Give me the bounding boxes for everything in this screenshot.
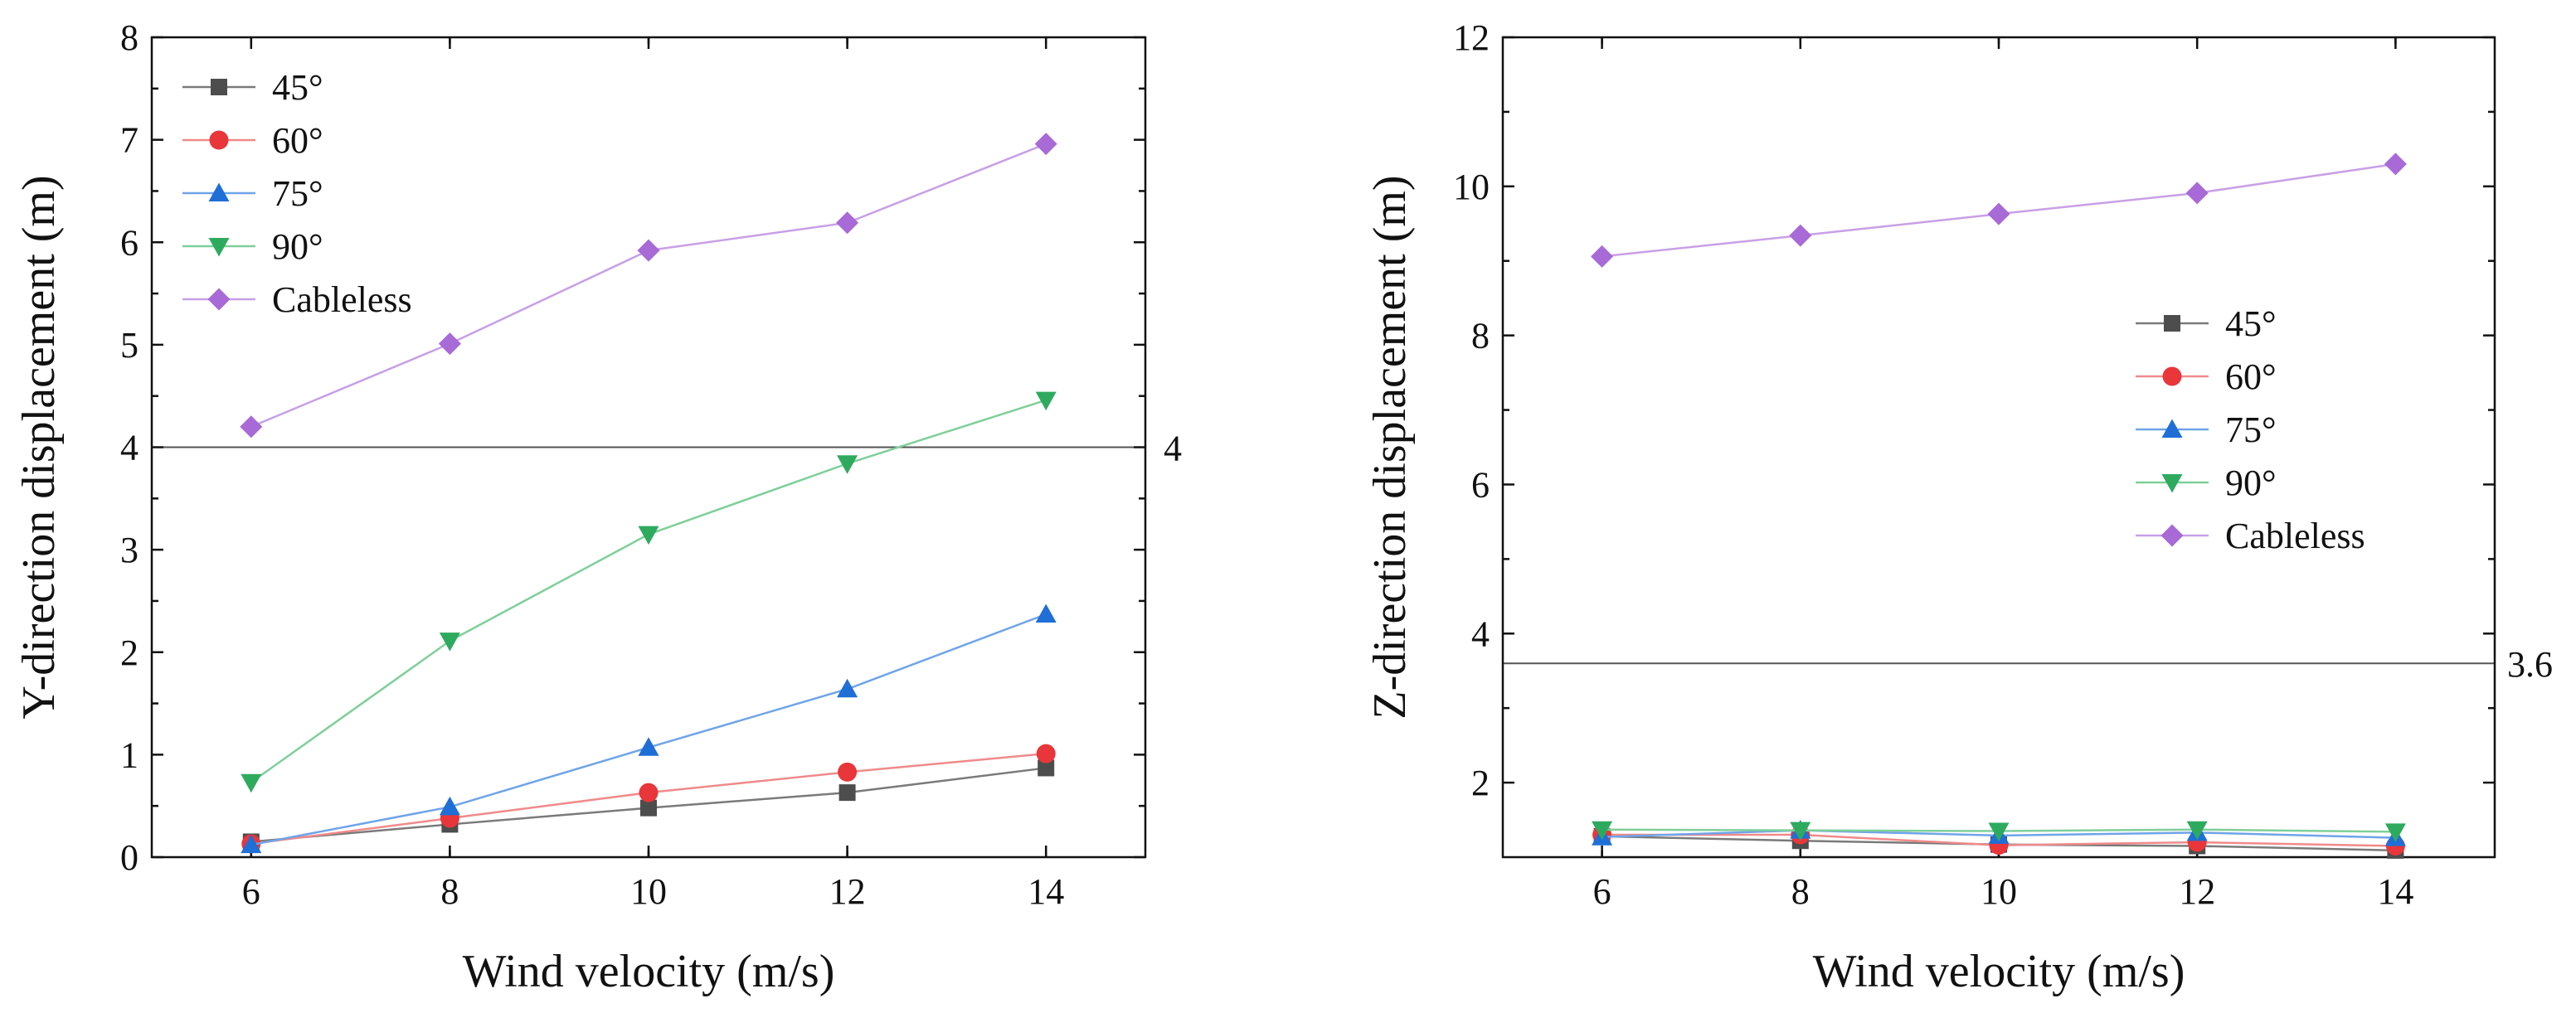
legend: 45° 60° 75° 90° Cableless (182, 67, 412, 320)
legend-label-cableless: Cableless (272, 279, 412, 320)
y-tick-label: 3 (120, 530, 139, 570)
data-point-60 (639, 783, 659, 802)
data-point-cableless (1789, 224, 1812, 247)
legend-label-45: 45° (272, 67, 323, 108)
data-point-cableless (240, 415, 263, 439)
x-axis-label: Wind velocity (m/s) (463, 946, 835, 997)
chart-right: 3.6 6 8 10 12 14 2 4 6 8 10 12 Wind velocity (m/s) Z-… (1364, 17, 2553, 997)
data-point-90 (2186, 821, 2208, 841)
data-point-60 (1036, 744, 1056, 763)
legend-marker-90 (2161, 474, 2183, 493)
data-point-90 (1988, 822, 2010, 842)
data-point-cableless (2384, 153, 2407, 176)
y-tick-label: 12 (1453, 17, 1490, 58)
legend-marker-75 (2161, 419, 2183, 438)
data-point-75 (638, 737, 659, 756)
data-point-75 (1035, 603, 1057, 623)
legend-label-75: 75° (2225, 410, 2277, 450)
reference-line-label: 3.6 (2507, 644, 2553, 685)
legend-marker-90 (208, 238, 230, 257)
y-tick-label: 6 (1471, 464, 1490, 505)
data-point-90 (241, 773, 262, 793)
data-point-90 (837, 455, 858, 474)
x-tick-label: 12 (2179, 871, 2215, 912)
legend-marker-cableless (207, 288, 231, 311)
data-point-90 (439, 633, 460, 652)
y-tick-label: 7 (120, 120, 139, 161)
data-point-45 (838, 784, 856, 802)
y-tick-label: 1 (120, 734, 139, 775)
data-point-cableless (438, 332, 461, 356)
legend-label-90: 90° (2225, 463, 2277, 503)
data-point-75 (439, 796, 460, 816)
y-tick-label: 6 (120, 222, 139, 263)
y-tick-label: 10 (1453, 167, 1490, 207)
data-point-75 (837, 678, 858, 698)
series-line-90 (250, 399, 1047, 783)
x-tick-label: 10 (1981, 871, 2017, 912)
y-tick-label: 4 (120, 428, 139, 468)
data-point-cableless (836, 211, 859, 235)
y-tick-label: 5 (120, 325, 139, 366)
legend: 45° 60° 75° 90° Cableless (2136, 303, 2365, 556)
legend-label-60: 60° (272, 120, 323, 161)
y-tick-label: 0 (120, 837, 139, 878)
x-axis-label: Wind velocity (m/s) (1813, 946, 2185, 997)
data-point-90 (1790, 822, 1811, 841)
y-axis-label: Y-direction displacement (m) (13, 175, 65, 719)
y-axis-label: Z-direction displacement (m) (1364, 175, 1416, 719)
data-point-90 (2384, 823, 2406, 842)
x-tick-label: 14 (1028, 871, 1064, 912)
x-tick-label: 14 (2377, 871, 2413, 912)
data-point-cableless (1591, 245, 1614, 268)
data-point-90 (1035, 391, 1057, 411)
legend-marker-60 (209, 130, 229, 150)
y-tick-label: 4 (1471, 613, 1490, 654)
data-point-cableless (2185, 182, 2209, 205)
legend-label-60: 60° (2225, 356, 2277, 397)
data-point-75 (241, 834, 262, 854)
plot-frame (1501, 36, 2496, 859)
x-tick-label: 8 (1791, 871, 1810, 912)
legend-marker-45 (2164, 315, 2180, 332)
legend-label-45: 45° (2225, 303, 2277, 344)
y-tick-label: 2 (120, 633, 139, 673)
data-point-cableless (637, 239, 660, 262)
legend-marker-45 (211, 79, 227, 95)
legend-label-90: 90° (272, 226, 323, 267)
legend-marker-75 (208, 182, 230, 201)
reference-line-label: 4 (1164, 429, 1182, 469)
x-tick-label: 6 (1593, 871, 1611, 912)
x-tick-label: 6 (242, 871, 260, 912)
data-point-cableless (1987, 202, 2010, 225)
legend-label-75: 75° (272, 173, 323, 214)
data-point-45 (1038, 759, 1055, 777)
x-tick-label: 12 (829, 871, 866, 912)
legend-marker-60 (2162, 366, 2182, 386)
data-point-45 (640, 799, 657, 817)
y-tick-label: 2 (1471, 763, 1490, 803)
x-tick-label: 8 (440, 871, 459, 912)
y-tick-label: 8 (1471, 316, 1490, 356)
data-point-cableless (1034, 133, 1057, 156)
y-tick-label: 8 (120, 17, 139, 58)
x-tick-label: 10 (630, 871, 667, 912)
data-point-90 (638, 526, 659, 545)
data-point-90 (1592, 821, 1613, 841)
data-point-60 (838, 762, 858, 782)
legend-marker-cableless (2160, 524, 2184, 547)
legend-label-cableless: Cableless (2225, 516, 2365, 556)
